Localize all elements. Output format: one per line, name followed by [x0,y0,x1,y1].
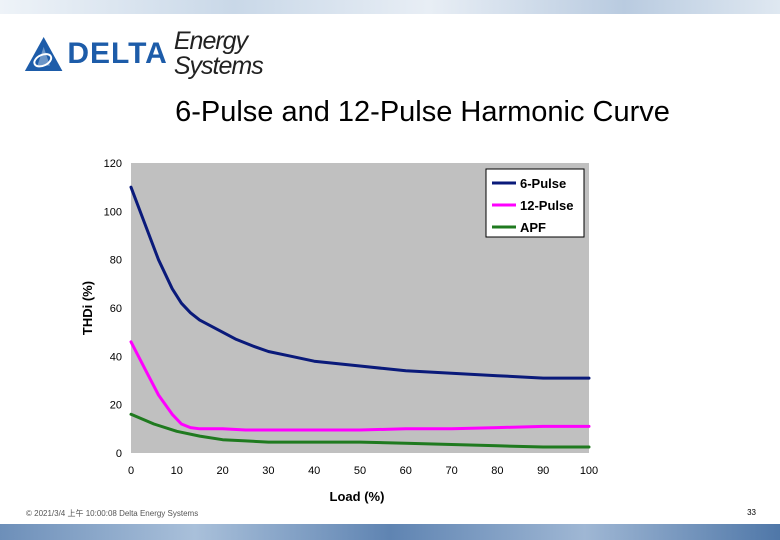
y-tick-label: 100 [104,206,122,218]
y-tick-label: 60 [110,303,122,315]
page-number: 33 [747,508,756,517]
x-tick-label: 90 [537,465,549,477]
x-tick-label: 80 [491,465,503,477]
x-tick-label: 10 [171,465,183,477]
legend-label-12-pulse: 12-Pulse [520,198,573,213]
bottom-decorative-band [0,524,780,540]
y-tick-label: 120 [104,158,122,170]
legend-label-apf: APF [520,220,546,235]
y-axis-label: THDi (%) [80,281,95,335]
delta-triangle-icon [24,37,63,71]
x-tick-label: 20 [216,465,228,477]
slide-title: 6-Pulse and 12-Pulse Harmonic Curve [175,96,670,128]
y-tick-label: 40 [110,351,122,363]
x-tick-label: 0 [128,465,134,477]
delta-logo: DELTA Energy Systems [24,27,324,80]
x-tick-label: 100 [580,465,598,477]
x-tick-label: 50 [354,465,366,477]
logo-wordmark: DELTA [67,37,168,70]
footer-copyright: © 2021/3/4 上午 10:00:08 Delta Energy Syst… [26,509,199,518]
series-line-apf [129,412,591,449]
x-axis-label: Load (%) [330,489,385,504]
x-tick-label: 40 [308,465,320,477]
legend: 6-Pulse 12-Pulse APF [485,168,585,238]
x-tick-label: 30 [262,465,274,477]
legend-label-6-pulse: 6-Pulse [520,176,566,191]
y-tick-label: 80 [110,255,122,267]
top-decorative-band [0,0,780,14]
logo-subtitle: Energy Systems [173,27,264,80]
x-tick-label: 70 [445,465,457,477]
y-tick-label: 0 [116,448,122,460]
series-line-6-pulse [129,185,591,380]
y-tick-label: 20 [110,400,122,412]
series-line-12-pulse [129,340,591,432]
x-tick-label: 60 [400,465,412,477]
